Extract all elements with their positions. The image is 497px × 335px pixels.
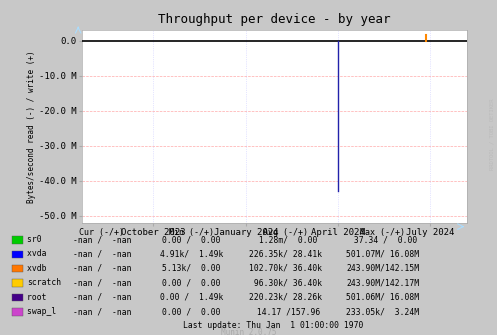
Text: 501.07M/ 16.08M: 501.07M/ 16.08M [346,250,419,258]
Text: Max (-/+): Max (-/+) [360,228,405,238]
Text: Avg (-/+): Avg (-/+) [263,228,308,238]
Text: -nan /  -nan: -nan / -nan [73,307,131,316]
Text: -nan /  -nan: -nan / -nan [73,278,131,287]
Text: 0.00 /  1.49k: 0.00 / 1.49k [160,293,223,302]
Text: 5.13k/  0.00: 5.13k/ 0.00 [162,264,221,273]
Text: Min (-/+): Min (-/+) [169,228,214,238]
Text: root: root [27,293,62,302]
Text: RRDTOOL / TOBI OETIKER: RRDTOOL / TOBI OETIKER [490,98,495,170]
Text: 96.30k/ 36.40k: 96.30k/ 36.40k [249,278,323,287]
Text: 14.17 /157.96: 14.17 /157.96 [251,307,320,316]
Text: xvda: xvda [27,250,62,258]
Text: 233.05k/  3.24M: 233.05k/ 3.24M [346,307,419,316]
Text: 37.34 /  0.00: 37.34 / 0.00 [348,235,417,244]
Text: 0.00 /  0.00: 0.00 / 0.00 [162,307,221,316]
Text: -nan /  -nan: -nan / -nan [73,264,131,273]
Text: 220.23k/ 28.26k: 220.23k/ 28.26k [249,293,323,302]
Text: xvdb: xvdb [27,264,62,273]
Text: -nan /  -nan: -nan / -nan [73,293,131,302]
Text: swap_l: swap_l [27,307,62,316]
Text: 102.70k/ 36.40k: 102.70k/ 36.40k [249,264,323,273]
Text: -nan /  -nan: -nan / -nan [73,235,131,244]
Text: 243.90M/142.17M: 243.90M/142.17M [346,278,419,287]
Text: 0.00 /  0.00: 0.00 / 0.00 [162,235,221,244]
Text: 4.91k/  1.49k: 4.91k/ 1.49k [160,250,223,258]
Text: 0.00 /  0.00: 0.00 / 0.00 [162,278,221,287]
Text: Cur (-/+): Cur (-/+) [80,228,124,238]
Text: sr0: sr0 [27,235,62,244]
Title: Throughput per device - by year: Throughput per device - by year [159,13,391,26]
Text: 1.28m/  0.00: 1.28m/ 0.00 [254,235,318,244]
Text: scratch: scratch [27,278,62,287]
Text: Munin 2.0.75: Munin 2.0.75 [221,328,276,335]
Text: Last update: Thu Jan  1 01:00:00 1970: Last update: Thu Jan 1 01:00:00 1970 [183,321,363,330]
Text: 501.06M/ 16.08M: 501.06M/ 16.08M [346,293,419,302]
Text: 243.90M/142.15M: 243.90M/142.15M [346,264,419,273]
Text: -nan /  -nan: -nan / -nan [73,250,131,258]
Text: 226.35k/ 28.41k: 226.35k/ 28.41k [249,250,323,258]
Y-axis label: Bytes/second read (-) / write (+): Bytes/second read (-) / write (+) [27,50,36,203]
